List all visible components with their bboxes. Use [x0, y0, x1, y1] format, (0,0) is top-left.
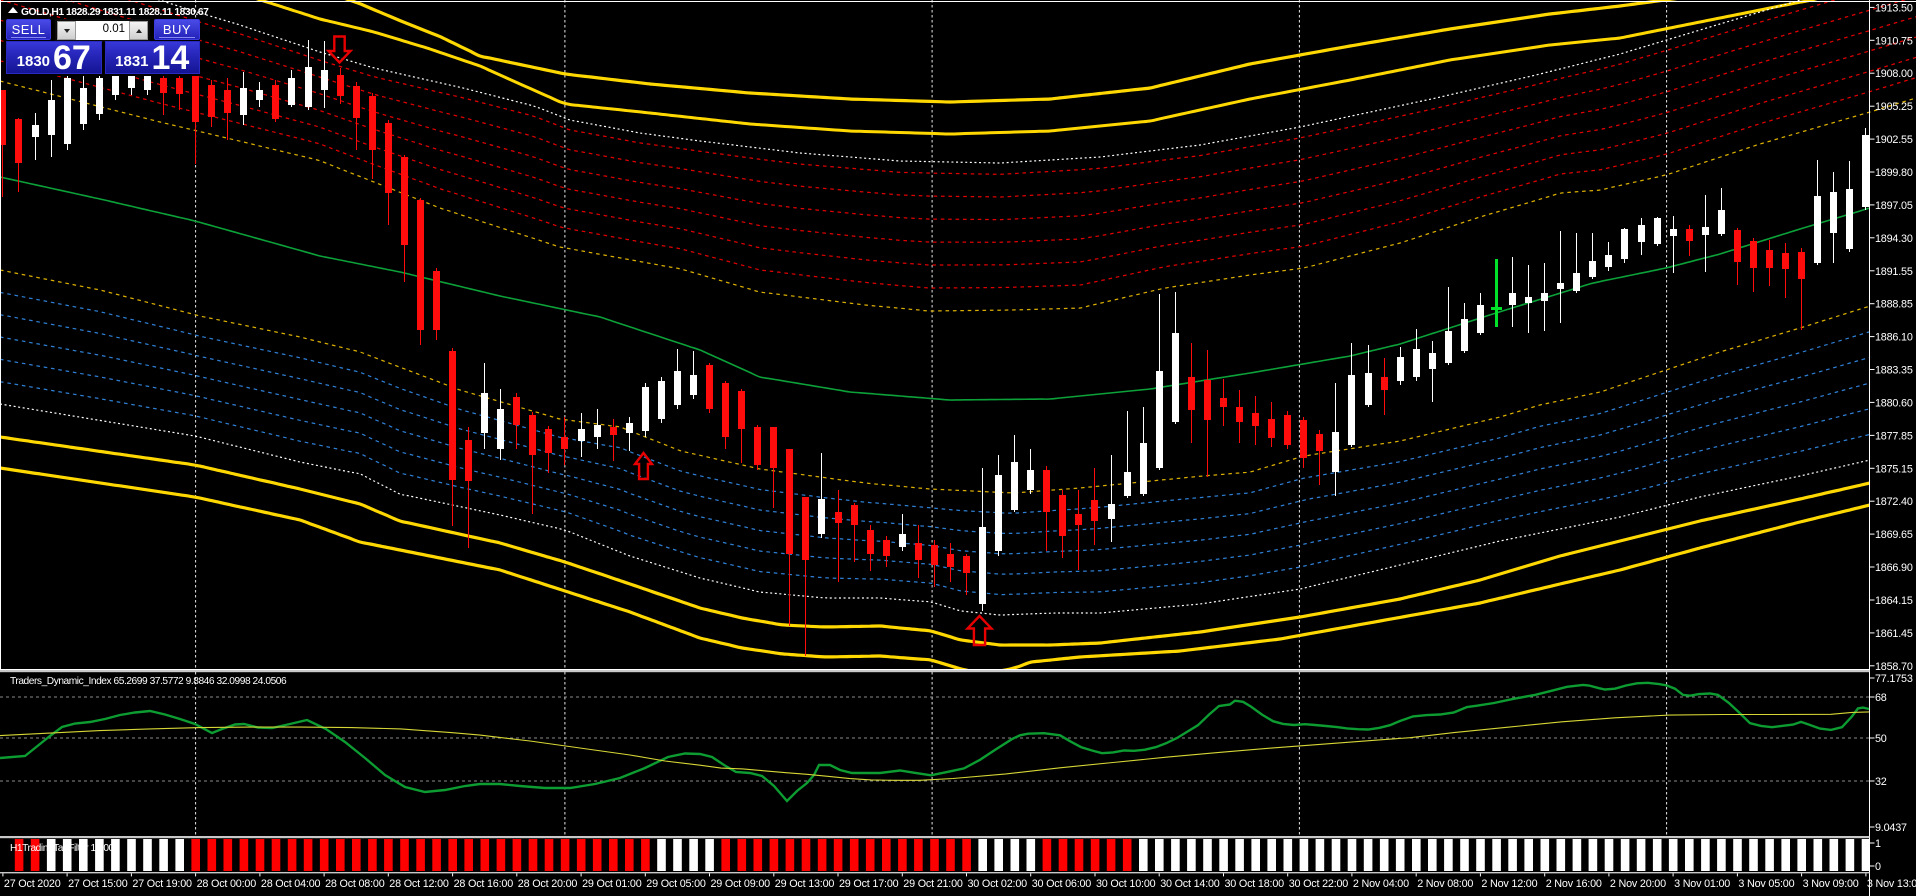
svg-text:28 Oct 08:00: 28 Oct 08:00	[325, 878, 385, 890]
svg-text:1899.80: 1899.80	[1875, 167, 1913, 179]
svg-text:1886.10: 1886.10	[1875, 332, 1913, 344]
svg-text:30 Oct 10:00: 30 Oct 10:00	[1096, 878, 1156, 890]
svg-text:30 Oct 14:00: 30 Oct 14:00	[1160, 878, 1220, 890]
svg-text:H1TradingTabFilter 1.000: H1TradingTabFilter 1.000	[10, 843, 115, 854]
svg-text:9.0437: 9.0437	[1875, 822, 1907, 834]
svg-text:1864.15: 1864.15	[1875, 595, 1913, 607]
svg-text:GOLD,H1 1828.29 1831.11 1828.: GOLD,H1 1828.29 1831.11 1828.11 1830.67	[21, 7, 209, 18]
svg-text:30 Oct 22:00: 30 Oct 22:00	[1289, 878, 1349, 890]
svg-text:2 Nov 04:00: 2 Nov 04:00	[1353, 878, 1409, 890]
svg-text:1888.85: 1888.85	[1875, 299, 1913, 311]
svg-text:27 Oct 15:00: 27 Oct 15:00	[68, 878, 128, 890]
svg-text:1: 1	[1875, 838, 1881, 850]
svg-text:1883.35: 1883.35	[1875, 365, 1913, 377]
svg-text:29 Oct 09:00: 29 Oct 09:00	[711, 878, 771, 890]
svg-text:29 Oct 01:00: 29 Oct 01:00	[582, 878, 642, 890]
svg-text:2 Nov 12:00: 2 Nov 12:00	[1481, 878, 1537, 890]
svg-text:1880.60: 1880.60	[1875, 397, 1913, 409]
svg-text:28 Oct 20:00: 28 Oct 20:00	[518, 878, 578, 890]
svg-text:27 Oct 2020: 27 Oct 2020	[4, 878, 61, 890]
svg-text:28 Oct 04:00: 28 Oct 04:00	[261, 878, 321, 890]
svg-text:3 Nov 13:00: 3 Nov 13:00	[1867, 878, 1916, 890]
svg-text:1908.00: 1908.00	[1875, 68, 1913, 80]
svg-text:1905.25: 1905.25	[1875, 101, 1913, 113]
svg-text:28 Oct 12:00: 28 Oct 12:00	[389, 878, 449, 890]
svg-text:1861.45: 1861.45	[1875, 628, 1913, 640]
svg-text:29 Oct 13:00: 29 Oct 13:00	[775, 878, 835, 890]
svg-text:29 Oct 05:00: 29 Oct 05:00	[646, 878, 706, 890]
svg-text:30 Oct 06:00: 30 Oct 06:00	[1032, 878, 1092, 890]
svg-text:30 Oct 18:00: 30 Oct 18:00	[1225, 878, 1285, 890]
svg-text:68: 68	[1875, 692, 1887, 704]
svg-text:30 Oct 02:00: 30 Oct 02:00	[968, 878, 1028, 890]
svg-text:1913.50: 1913.50	[1875, 2, 1913, 14]
svg-text:27 Oct 19:00: 27 Oct 19:00	[132, 878, 192, 890]
svg-text:1875.15: 1875.15	[1875, 463, 1913, 475]
svg-text:1891.55: 1891.55	[1875, 266, 1913, 278]
svg-text:29 Oct 21:00: 29 Oct 21:00	[903, 878, 963, 890]
svg-text:1872.40: 1872.40	[1875, 496, 1913, 508]
svg-text:1897.05: 1897.05	[1875, 200, 1913, 212]
svg-text:1902.55: 1902.55	[1875, 134, 1913, 146]
svg-text:1877.85: 1877.85	[1875, 430, 1913, 442]
svg-text:0: 0	[1875, 861, 1881, 873]
svg-text:77.1753: 77.1753	[1875, 673, 1913, 685]
svg-text:1866.90: 1866.90	[1875, 562, 1913, 574]
svg-text:2 Nov 16:00: 2 Nov 16:00	[1546, 878, 1602, 890]
svg-text:29 Oct 17:00: 29 Oct 17:00	[839, 878, 899, 890]
svg-text:1894.30: 1894.30	[1875, 233, 1913, 245]
svg-text:Traders_Dynamic_Index 65.2699: Traders_Dynamic_Index 65.2699 37.5772 9.…	[10, 676, 287, 687]
svg-text:3 Nov 05:00: 3 Nov 05:00	[1738, 878, 1794, 890]
svg-text:50: 50	[1875, 733, 1887, 745]
svg-text:32: 32	[1875, 776, 1887, 788]
svg-text:28 Oct 00:00: 28 Oct 00:00	[197, 878, 257, 890]
svg-text:28 Oct 16:00: 28 Oct 16:00	[454, 878, 514, 890]
svg-text:3 Nov 01:00: 3 Nov 01:00	[1674, 878, 1730, 890]
svg-text:1869.65: 1869.65	[1875, 529, 1913, 541]
svg-text:1910.75: 1910.75	[1875, 35, 1913, 47]
svg-text:2 Nov 08:00: 2 Nov 08:00	[1417, 878, 1473, 890]
svg-text:2 Nov 20:00: 2 Nov 20:00	[1610, 878, 1666, 890]
svg-text:1858.70: 1858.70	[1875, 661, 1913, 673]
svg-text:3 Nov 09:00: 3 Nov 09:00	[1803, 878, 1859, 890]
